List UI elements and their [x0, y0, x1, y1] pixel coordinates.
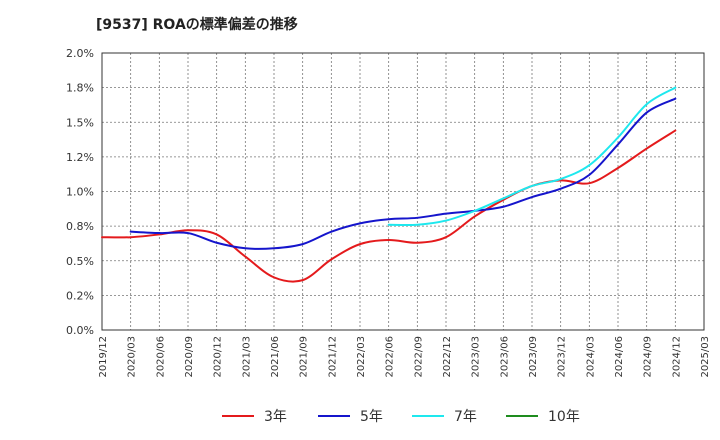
x-tick-label: 2022/12 [442, 336, 453, 378]
chart-title: [9537] ROAの標準偏差の推移 [96, 17, 298, 33]
x-tick-label: 2019/12 [98, 336, 109, 378]
legend: 3年 5年 7年 10年 [0, 404, 720, 428]
legend-label: 10年 [548, 409, 580, 425]
legend-label: 3年 [264, 409, 287, 425]
x-tick-label: 2022/09 [413, 336, 424, 378]
legend-swatch [506, 415, 538, 417]
x-tick-label: 2024/03 [585, 336, 596, 378]
legend-swatch [222, 415, 254, 417]
x-tick-label: 2024/09 [643, 336, 654, 378]
y-tick-label: 0.5% [66, 255, 94, 268]
y-tick-label: 2.0% [66, 47, 94, 60]
x-tick-label: 2020/03 [127, 336, 138, 378]
legend-swatch [412, 415, 444, 417]
x-tick-label: 2023/03 [471, 336, 482, 378]
x-tick-label: 2020/06 [155, 336, 166, 378]
x-tick-label: 2024/12 [671, 336, 682, 378]
x-tick-label: 2023/09 [528, 336, 539, 378]
x-tick-label: 2021/06 [270, 336, 281, 378]
legend-swatch [318, 415, 350, 417]
y-axis-ticks: 0.0% 0.2% 0.5% 0.8% 1.0% 1.2% 1.5% 1.8% 2.0% [66, 47, 94, 337]
legend-label: 7年 [454, 409, 477, 425]
x-tick-label: 2020/12 [213, 336, 224, 378]
series-line-1 [101, 129, 677, 283]
x-tick-label: 2022/03 [356, 336, 367, 378]
grid-lines [102, 53, 704, 330]
plot-area-frame [101, 52, 705, 331]
legend-label: 5年 [360, 409, 383, 425]
legend-item: 7年 [412, 404, 477, 428]
x-tick-label: 2023/12 [557, 336, 568, 378]
y-tick-label: 1.0% [66, 186, 94, 199]
y-tick-label: 0.8% [66, 220, 94, 233]
x-tick-label: 2023/06 [499, 336, 510, 378]
x-tick-label: 2021/09 [299, 336, 310, 378]
x-tick-label: 2021/12 [327, 336, 338, 378]
y-tick-label: 0.0% [66, 324, 94, 337]
x-tick-label: 2025/03 [700, 336, 711, 378]
series-lines [101, 86, 677, 283]
y-tick-label: 1.8% [66, 82, 94, 95]
chart-svg: 0.0% 0.2% 0.5% 0.8% 1.0% 1.2% 1.5% 1.8% 2.0% 201… [66, 47, 711, 378]
x-tick-label: 2020/09 [184, 336, 195, 378]
y-tick-label: 0.2% [66, 289, 94, 302]
series-line-3 [387, 86, 677, 227]
x-tick-label: 2024/06 [614, 336, 625, 378]
legend-item: 10年 [506, 404, 580, 428]
legend-item: 5年 [318, 404, 383, 428]
series-line-2 [129, 97, 677, 250]
y-tick-label: 1.5% [66, 116, 94, 129]
legend-item: 3年 [222, 404, 287, 428]
x-tick-label: 2022/06 [385, 336, 396, 378]
x-tick-label: 2021/03 [241, 336, 252, 378]
x-axis-ticks: 2019/12 2020/03 2020/06 2020/09 2020/12 2021/… [98, 336, 711, 378]
y-tick-label: 1.2% [66, 151, 94, 164]
